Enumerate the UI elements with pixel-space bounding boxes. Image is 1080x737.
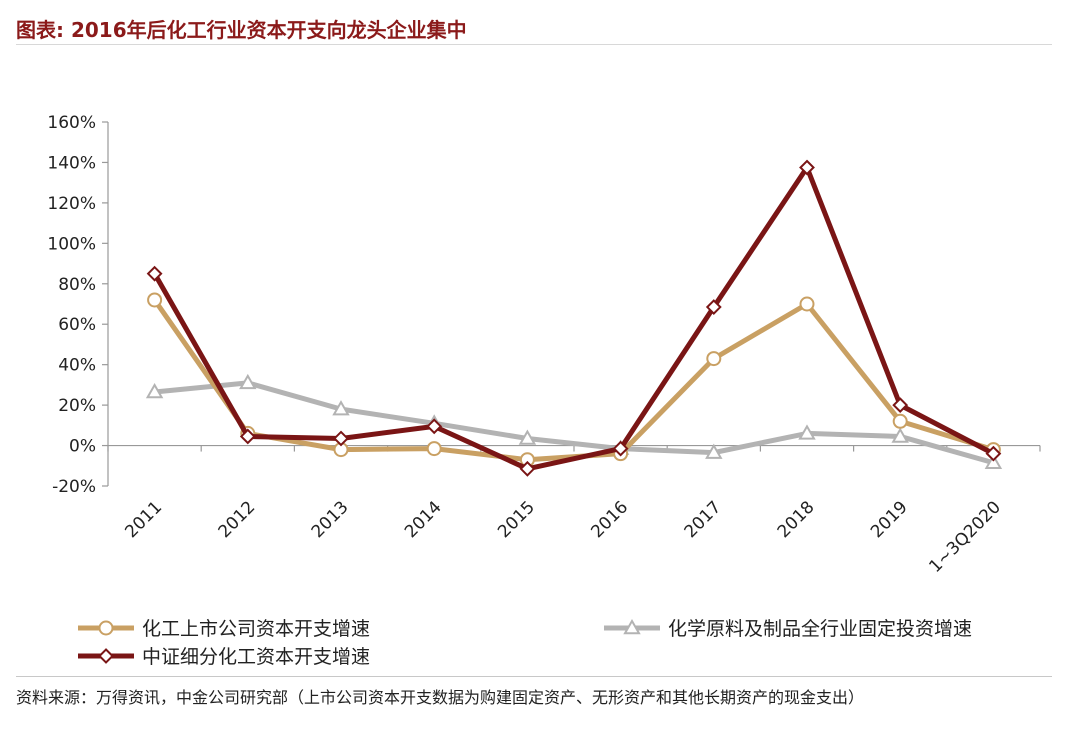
data-point <box>799 159 815 176</box>
data-point <box>891 427 909 443</box>
legend-item-1: 化学原料及制品全行业固定投资增速 <box>604 618 972 640</box>
x-tick-label: 2013 <box>308 497 353 542</box>
legend-item-2: 中证细分化工资本开支增速 <box>78 646 370 668</box>
data-point <box>984 453 1003 469</box>
series-0 <box>147 292 1001 468</box>
data-point <box>98 648 114 664</box>
series-2 <box>146 159 1002 477</box>
data-point <box>798 424 816 440</box>
x-tick-label: 2016 <box>587 497 632 542</box>
data-point <box>519 460 536 477</box>
source-divider <box>16 676 1052 677</box>
chart-title: 图表: 2016年后化工行业资本开支向龙头企业集中 <box>16 18 467 42</box>
legend-label: 化工上市公司资本开支增速 <box>142 618 370 640</box>
y-tick-label: -20% <box>52 477 96 497</box>
data-point <box>623 618 641 635</box>
x-tick-label: 2017 <box>681 497 726 542</box>
data-point <box>892 397 909 414</box>
data-point <box>892 413 908 429</box>
data-point <box>147 292 163 308</box>
data-point <box>146 265 163 282</box>
series-line <box>152 380 996 466</box>
x-tick-label: 1~3Q2020 <box>925 497 1005 577</box>
legend-label: 中证细分化工资本开支增速 <box>142 646 370 668</box>
y-tick-label: 140% <box>47 153 96 173</box>
y-tick-label: 100% <box>47 234 96 254</box>
series-layer <box>145 159 1003 477</box>
x-tick-label: 2011 <box>121 497 166 542</box>
data-point <box>239 428 256 445</box>
source-note: 资料来源：万得资讯，中金公司研究部（上市公司资本开支数据为购建固定资产、无形资产… <box>16 688 865 707</box>
legend-item-0: 化工上市公司资本开支增速 <box>78 618 370 640</box>
y-tick-label: 60% <box>58 315 96 335</box>
x-tick-label: 2019 <box>867 497 912 542</box>
data-point <box>706 351 722 367</box>
data-point <box>985 445 1002 462</box>
data-point <box>332 400 350 416</box>
x-tick-label: 2015 <box>494 497 539 542</box>
y-tick-label: 40% <box>58 356 96 376</box>
data-point <box>333 430 349 447</box>
y-tick-label: 120% <box>47 194 96 214</box>
line-chart: 160% 140% 120% 100% 80% 60% 40% 20% 0% -20% 2011 20… <box>47 113 1041 668</box>
data-point <box>145 382 164 399</box>
data-point <box>426 418 443 435</box>
data-point <box>239 373 257 390</box>
y-tick-label: 80% <box>58 275 96 295</box>
x-tick-label: 2014 <box>401 497 446 542</box>
legend-label: 化学原料及制品全行业固定投资增速 <box>668 618 972 640</box>
series-line <box>152 165 996 472</box>
y-tick-label: 0% <box>69 437 96 457</box>
data-point <box>98 620 114 636</box>
x-tick-label: 2012 <box>215 497 260 542</box>
data-point <box>426 441 442 457</box>
x-tick-label: 2018 <box>774 497 819 542</box>
data-point <box>705 443 723 459</box>
title-divider <box>16 44 1052 45</box>
data-point <box>518 429 537 445</box>
data-point <box>705 299 722 315</box>
y-tick-label: 20% <box>58 396 96 416</box>
data-point <box>799 296 815 312</box>
y-tick-label: 160% <box>47 113 96 133</box>
data-point <box>612 440 629 457</box>
